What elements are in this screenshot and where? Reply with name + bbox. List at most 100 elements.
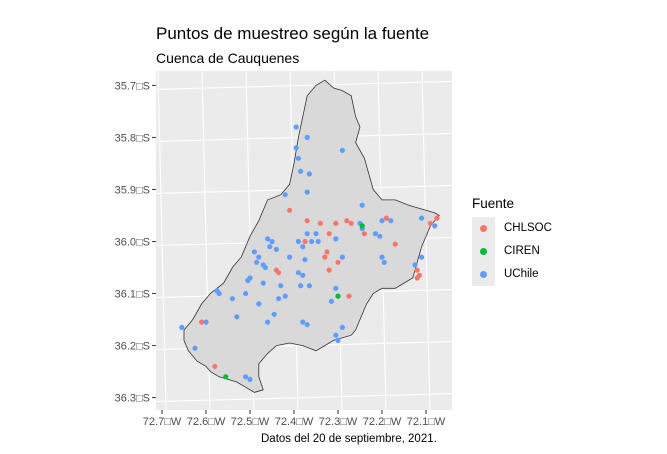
point-uchile	[293, 124, 299, 130]
point-uchile	[203, 319, 209, 325]
point-chlsoc	[414, 275, 420, 281]
point-uchile	[243, 374, 249, 380]
legend: Fuente CHLSOC CIREN UChile	[472, 196, 552, 286]
legend-title: Fuente	[472, 196, 515, 211]
point-chlsoc	[383, 215, 389, 221]
point-chlsoc	[326, 267, 332, 273]
x-tick-label: 72.4□W	[275, 416, 314, 428]
point-uchile	[304, 322, 310, 328]
point-uchile	[282, 192, 288, 198]
point-uchile	[256, 301, 262, 307]
point-uchile	[300, 272, 306, 278]
chart-subtitle: Cuenca de Cauquenes	[156, 50, 300, 66]
point-chlsoc	[333, 220, 339, 226]
point-uchile	[269, 238, 275, 245]
graticule-line-lon	[157, 70, 167, 411]
point-uchile	[306, 283, 312, 289]
y-tick-label: 36.1□S	[115, 289, 150, 301]
point-uchile	[328, 298, 334, 304]
point-uchile	[295, 270, 301, 276]
point-chlsoc	[434, 215, 440, 221]
point-uchile	[333, 236, 339, 242]
point-uchile	[419, 254, 425, 260]
y-axis: 35.7□S 35.8□S 35.9□S 36.0□S 36.1□S 36.2□S 36.3…	[115, 80, 156, 405]
point-chlsoc	[317, 220, 323, 226]
point-chlsoc	[348, 220, 354, 226]
point-uchile	[267, 244, 273, 250]
point-uchile	[302, 257, 308, 263]
point-uchile	[304, 231, 310, 237]
point-chlsoc	[326, 231, 332, 237]
point-uchile	[381, 259, 387, 265]
point-uchile	[265, 236, 271, 242]
point-uchile	[271, 311, 277, 317]
point-chlsoc	[392, 241, 398, 247]
point-uchile	[295, 238, 301, 245]
point-chlsoc	[361, 231, 367, 237]
point-uchile	[287, 254, 293, 260]
y-tick-label: 36.0□S	[115, 237, 150, 249]
y-tick-label: 36.2□S	[115, 341, 150, 353]
point-chlsoc	[212, 363, 218, 369]
x-tick-label: 72.2□W	[363, 416, 402, 428]
legend-label: CHLSOC	[504, 222, 552, 234]
legend-item-uchile: UChile	[472, 263, 539, 286]
point-ciren	[223, 374, 229, 380]
point-chlsoc	[346, 293, 352, 299]
point-uchile	[260, 280, 266, 286]
point-chlsoc	[304, 218, 310, 224]
point-uchile	[432, 223, 438, 229]
point-chlsoc	[302, 238, 308, 245]
legend-dot-icon	[480, 248, 487, 255]
point-chlsoc	[287, 207, 293, 213]
sample-points	[179, 124, 440, 382]
point-chlsoc	[335, 259, 341, 265]
legend-dot-icon	[480, 271, 487, 278]
point-chlsoc	[276, 270, 282, 276]
point-uchile	[300, 319, 306, 325]
point-uchile	[419, 215, 425, 221]
point-chlsoc	[344, 218, 350, 224]
legend-dot-icon	[480, 225, 487, 232]
point-uchile	[388, 218, 394, 224]
point-uchile	[372, 231, 378, 237]
point-uchile	[304, 134, 310, 140]
point-uchile	[243, 290, 249, 297]
legend-key	[472, 263, 495, 286]
point-uchile	[298, 168, 304, 174]
point-uchile	[245, 277, 251, 284]
point-uchile	[229, 296, 235, 302]
legend-label: UChile	[504, 268, 539, 280]
point-chlsoc	[322, 254, 328, 260]
point-uchile	[315, 238, 321, 245]
point-uchile	[339, 324, 345, 330]
point-uchile	[304, 189, 310, 195]
point-uchile	[379, 254, 385, 260]
point-ciren	[359, 223, 365, 229]
legend-key	[472, 240, 495, 263]
point-uchile	[335, 337, 341, 343]
point-chlsoc	[427, 220, 433, 226]
point-uchile	[309, 238, 315, 245]
x-tick-label: 72.6□W	[187, 416, 226, 428]
point-uchile	[339, 254, 345, 260]
point-chlsoc	[199, 319, 205, 325]
point-uchile	[262, 264, 268, 271]
point-uchile	[359, 202, 365, 208]
point-uchile	[256, 254, 262, 260]
y-tick-label: 36.3□S	[115, 393, 150, 405]
point-uchile	[216, 290, 222, 297]
point-uchile	[339, 147, 345, 153]
point-uchile	[192, 345, 198, 351]
y-tick-label: 35.9□S	[115, 184, 150, 196]
point-uchile	[333, 332, 339, 338]
point-chlsoc	[324, 249, 330, 255]
point-uchile	[293, 145, 299, 151]
point-uchile	[179, 324, 185, 330]
point-uchile	[412, 262, 418, 268]
point-uchile	[276, 296, 282, 302]
point-uchile	[273, 246, 279, 252]
legend-items: CHLSOC CIREN UChile	[472, 217, 552, 286]
point-uchile	[377, 233, 383, 239]
